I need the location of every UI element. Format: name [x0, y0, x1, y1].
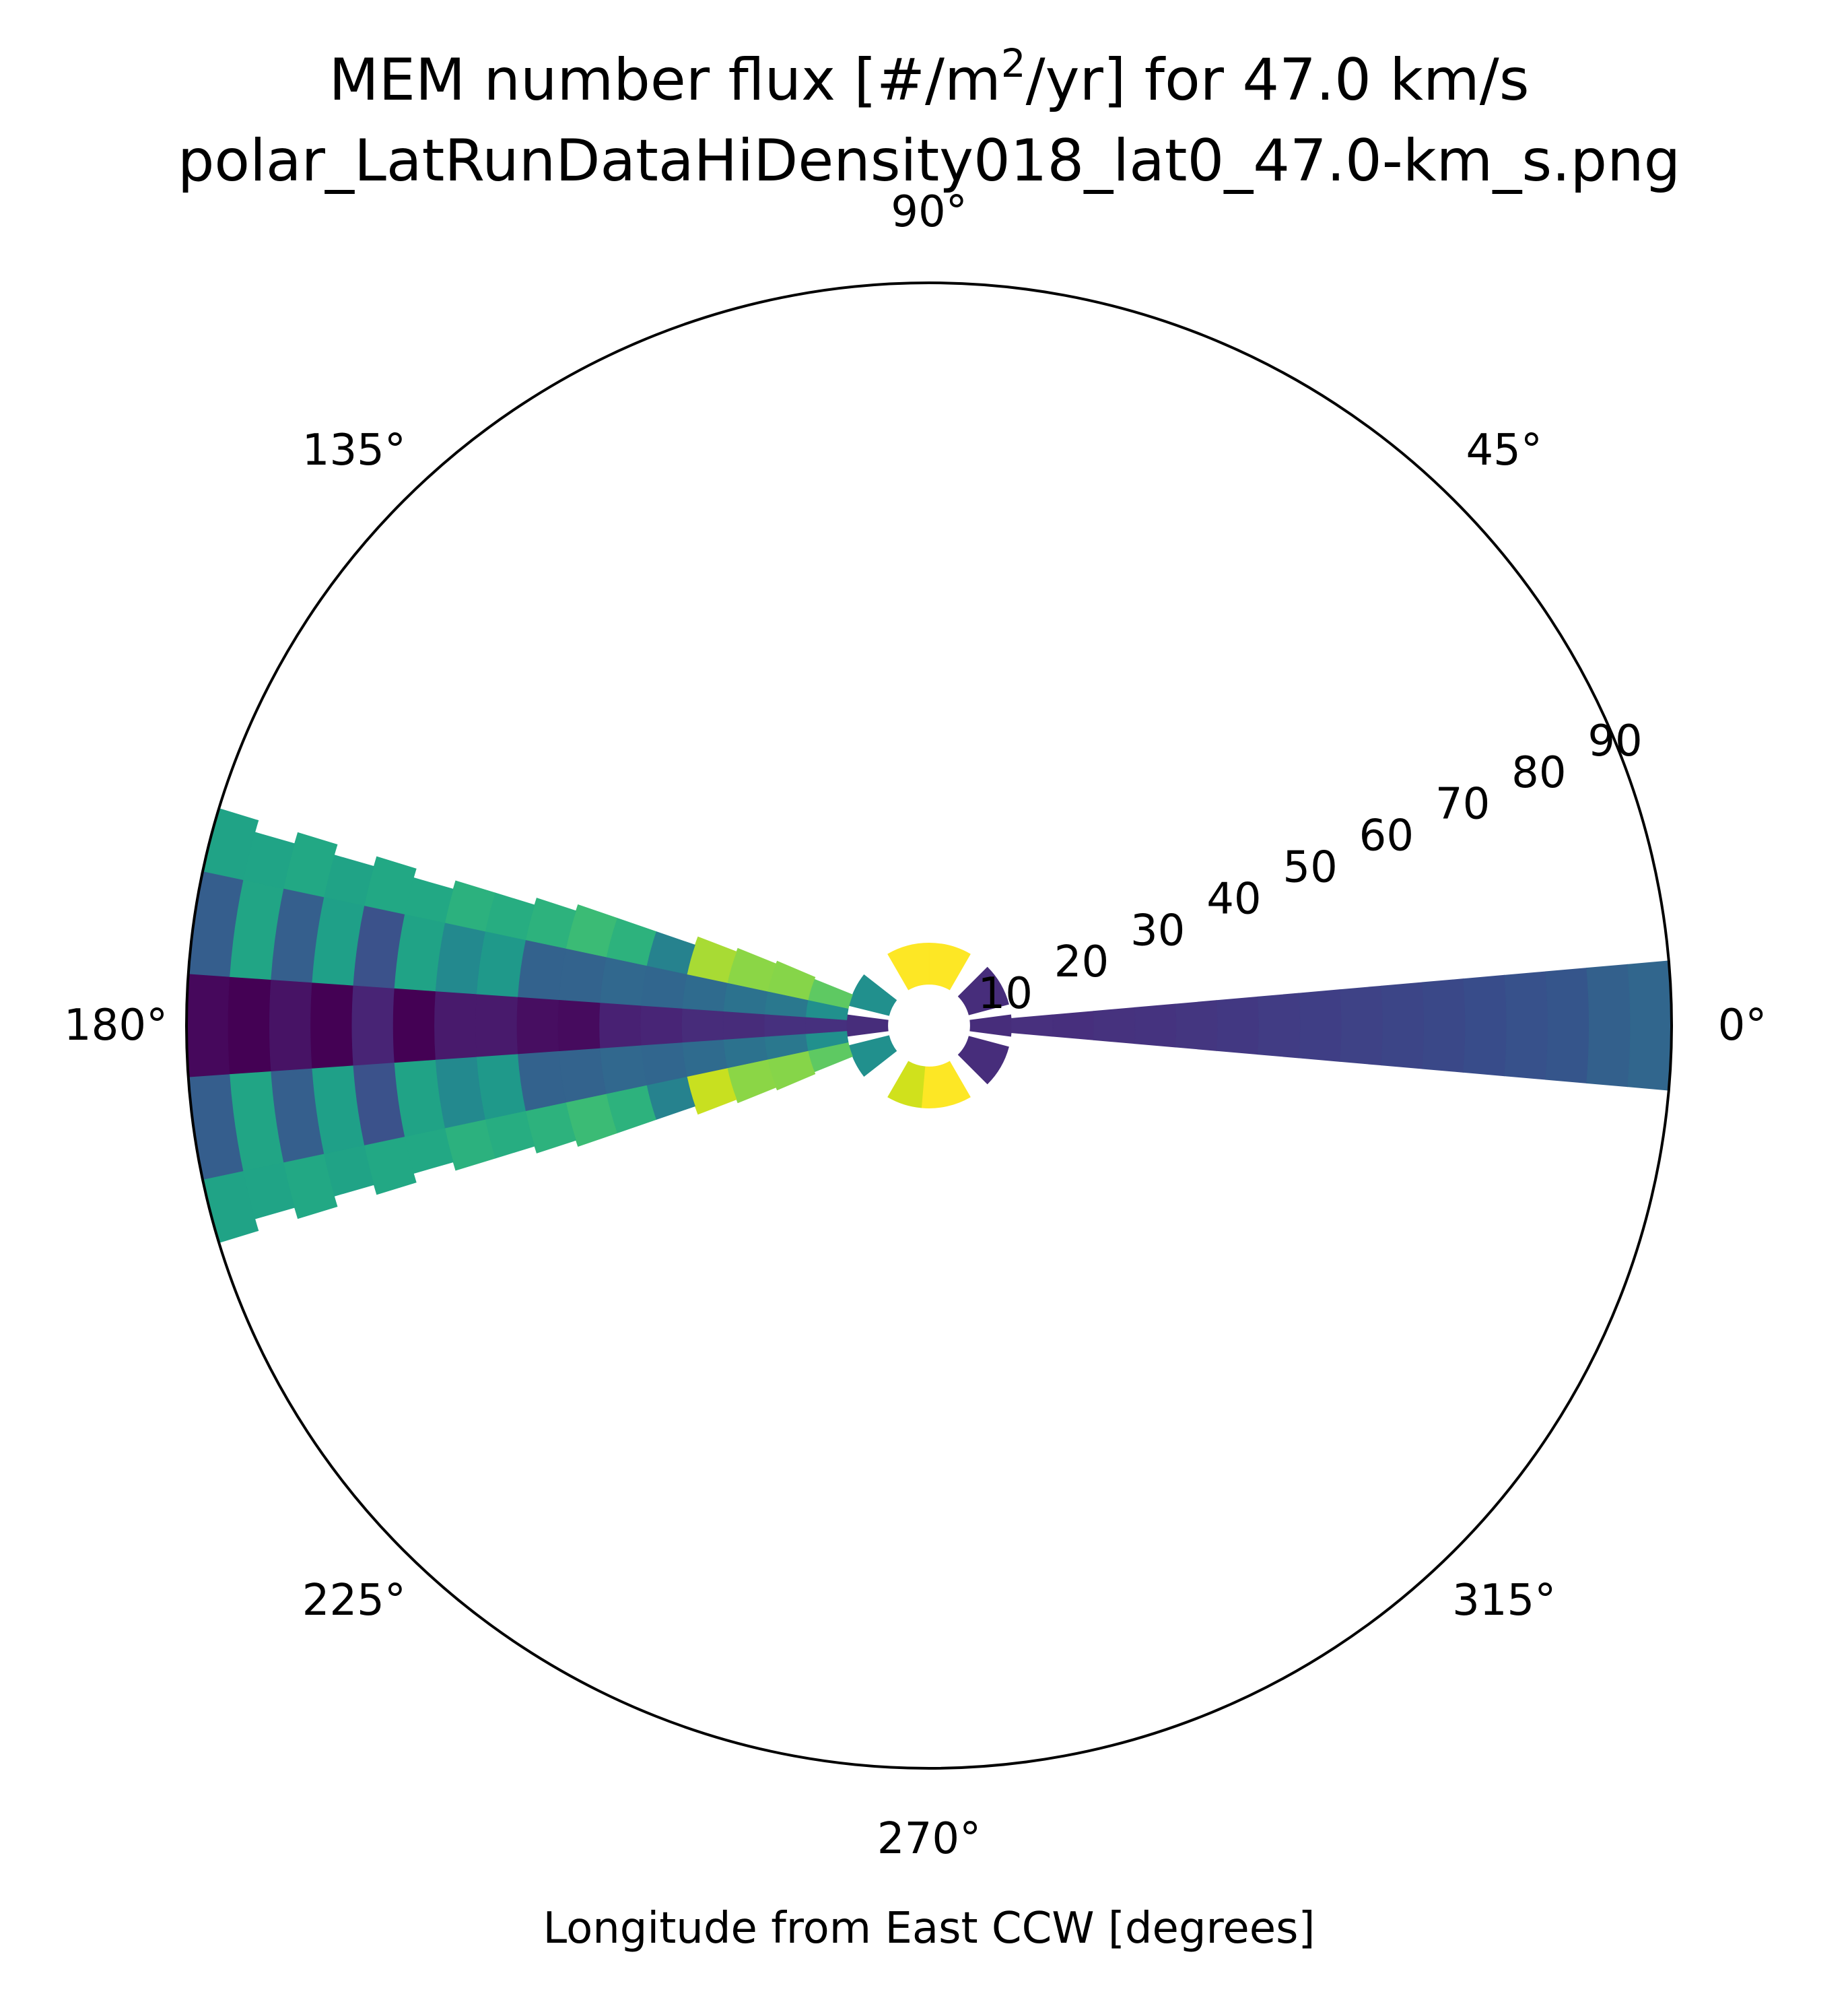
heatmap-cell-50	[476, 931, 526, 997]
chart-subtitle: polar_LatRunDataHiDensity018_lat0_47.0-k…	[178, 127, 1680, 195]
radial-tick-label-50: 50	[1282, 843, 1337, 893]
heatmap-cell-9	[848, 1035, 897, 1077]
heatmap-cell-49	[517, 939, 567, 1000]
heatmap-cell-2	[957, 966, 1009, 1015]
heatmap-cell-4	[928, 943, 971, 991]
radial-tick-label-40: 40	[1206, 874, 1261, 924]
heatmap-cell-12	[1093, 1007, 1136, 1044]
angle-tick-label-315: 315°	[1452, 1576, 1556, 1626]
heatmap-cell-7	[921, 1061, 971, 1108]
heatmap-cell-32	[557, 999, 601, 1052]
heatmap-cell-39	[269, 979, 312, 1072]
angle-tick-label-270: 270°	[877, 1814, 981, 1864]
radial-tick-label-90: 90	[1587, 716, 1642, 766]
angle-tick-label-45: 45°	[1466, 426, 1542, 475]
heatmap-cell-19	[1381, 982, 1425, 1069]
polar-axis-frame	[185, 281, 1673, 1770]
heatmap-cell-14	[1175, 1000, 1219, 1051]
heatmap-cell-13	[1134, 1003, 1177, 1048]
heatmap-cell-37	[351, 984, 395, 1067]
heatmap-cells	[186, 808, 1672, 1243]
heatmap-cell-1	[846, 1014, 889, 1037]
heatmap-cell-93	[686, 1068, 737, 1115]
x-axis-label: Longitude from East CCW [degrees]	[543, 1904, 1315, 1953]
heatmap-cell-29	[681, 1007, 724, 1044]
heatmap-cell-17	[1298, 989, 1342, 1062]
heatmap-cell-38	[310, 982, 353, 1069]
radial-tick-label-70: 70	[1435, 780, 1490, 830]
heatmap-cell-3	[957, 1036, 1009, 1085]
heatmap-cell-28	[722, 1011, 765, 1040]
angle-tick-label-90: 90°	[891, 187, 967, 237]
heatmap-cell-64	[558, 1048, 607, 1104]
angle-tick-label-135: 135°	[302, 426, 406, 475]
heatmap-cell-15	[1216, 996, 1260, 1055]
heatmap-cell-34	[475, 993, 518, 1058]
chart-title: MEM number flux [#/m2/yr] for 47.0 km/s	[329, 40, 1529, 114]
heatmap-cell-30	[640, 1005, 683, 1046]
angle-tick-label-180: 180°	[64, 1001, 168, 1050]
radial-tick-label-60: 60	[1359, 811, 1414, 861]
heatmap-cell-16	[1257, 993, 1301, 1059]
heatmap-cell-8	[848, 974, 897, 1016]
heatmap-cell-23	[1545, 968, 1589, 1083]
heatmap-cell-27	[763, 1013, 807, 1038]
heatmap-cell-33	[516, 996, 559, 1055]
heatmap-cell-40	[227, 976, 271, 1075]
heatmap-cell-18	[1340, 985, 1383, 1066]
heatmap-cell-25	[1627, 960, 1672, 1091]
heatmap-cell-48	[558, 947, 607, 1003]
heatmap-cell-22	[1504, 971, 1548, 1080]
heatmap-cell-35	[434, 991, 477, 1061]
radial-tick-label-20: 20	[1054, 937, 1109, 987]
heatmap-cell-41	[186, 973, 230, 1078]
radial-tick-label-80: 80	[1511, 748, 1566, 798]
angle-tick-label-225: 225°	[302, 1576, 406, 1626]
heatmap-cell-21	[1463, 974, 1507, 1077]
heatmap-cell-6	[887, 1061, 926, 1108]
heatmap-cell-31	[598, 1002, 642, 1049]
heatmap-cell-20	[1422, 978, 1466, 1073]
heatmap-cell-77	[686, 936, 737, 983]
heatmap-cell-11	[1052, 1011, 1095, 1040]
angle-tick-labels: 0° 45° 90° 135° 180° 225° 270° 315°	[64, 187, 1767, 1864]
radial-tick-labels: 10 20 30 40 50 60 70 80 90	[978, 716, 1643, 1019]
heatmap-cell-36	[392, 988, 436, 1063]
heatmap-cell-24	[1586, 964, 1631, 1088]
radial-tick-label-30: 30	[1130, 906, 1185, 956]
heatmap-cell-65	[517, 1051, 567, 1112]
heatmap-cell-5	[887, 943, 930, 991]
heatmap-cell-66	[476, 1054, 526, 1121]
angle-tick-label-0: 0°	[1718, 1001, 1767, 1050]
radial-tick-label-10: 10	[978, 969, 1033, 1019]
